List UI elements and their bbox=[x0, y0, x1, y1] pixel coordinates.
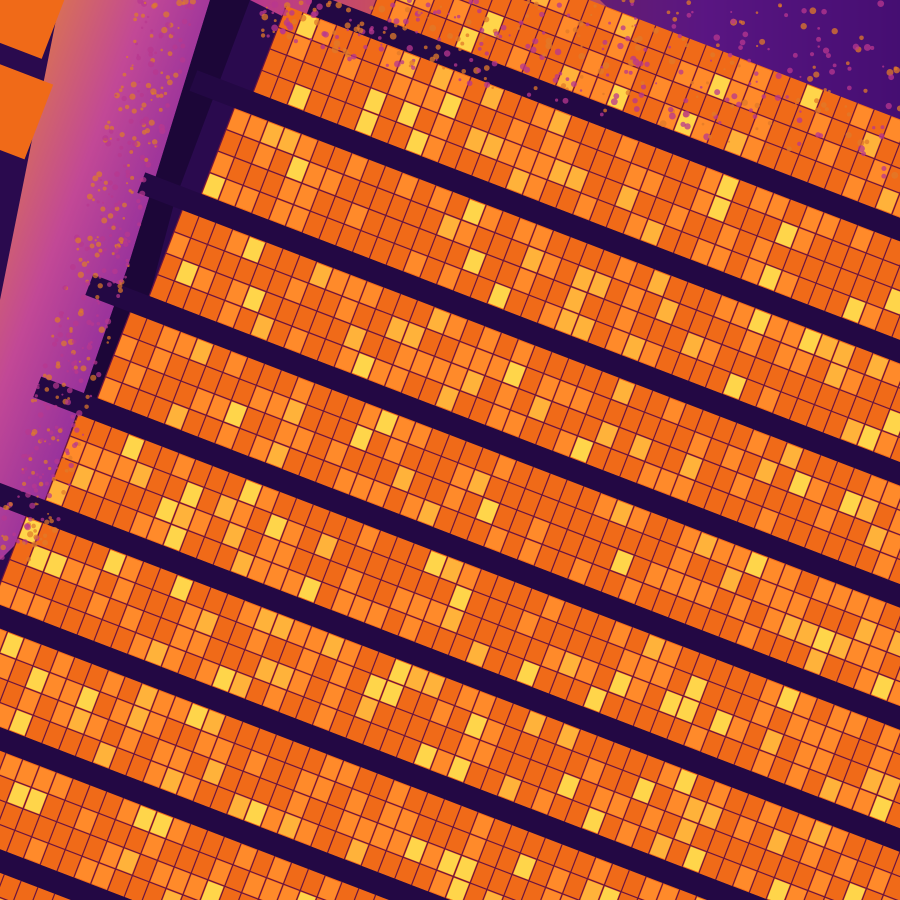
panel-row bbox=[0, 720, 900, 900]
panel-row bbox=[0, 822, 900, 900]
panel-row bbox=[85, 209, 900, 833]
panel-row bbox=[137, 107, 900, 731]
far-left-partial-panels bbox=[0, 0, 67, 160]
panel-row bbox=[0, 414, 900, 900]
panel-row bbox=[0, 618, 900, 900]
panel-row bbox=[33, 312, 900, 900]
panel-row bbox=[0, 516, 900, 900]
panel-row bbox=[189, 5, 900, 629]
vegetation-speckle bbox=[0, 0, 900, 562]
